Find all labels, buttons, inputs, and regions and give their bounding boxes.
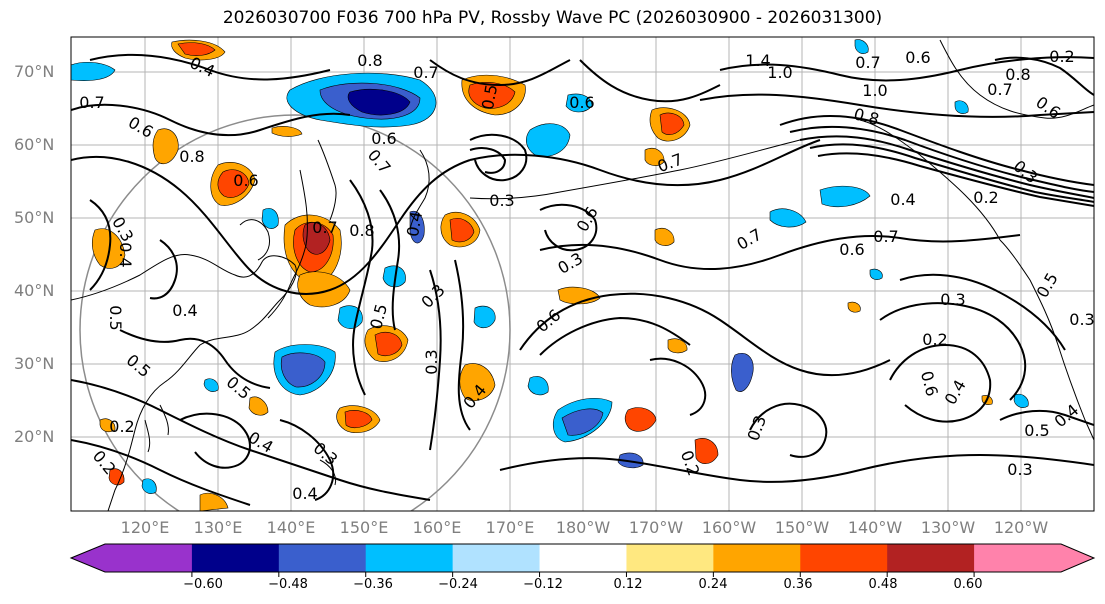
contour-label: 0.6 [839,240,864,259]
contour-label: 0.6 [371,129,396,148]
lat-label: 40°N [14,281,55,300]
colorbar-arrow-left [71,544,105,572]
reference-circle [79,114,511,511]
contour-label: 0.6 [569,93,594,112]
contour-label: 0.8 [349,221,374,240]
contour-label: 1.0 [862,81,887,100]
colorbar-outline [69,543,1096,573]
lon-label: 170°E [485,518,535,537]
colorbar-bin [105,544,193,572]
lon-label: 120°W [993,518,1049,537]
map-plot-area: 0.4 0.8 0.7 0.5 0.6 1.4 1.0 0.7 0.6 0.8 … [71,37,1094,511]
contour-label: 0.7 [987,80,1012,99]
contour-label: 0.2 [973,188,998,207]
lat-label: 20°N [14,427,55,446]
contour-label: 0.4 [403,210,426,238]
colorbar-bin [191,544,280,572]
lon-label: 180°W [555,518,611,537]
contour-label: 0.5 [1024,421,1049,440]
contour-label: 0.3 [1007,460,1032,479]
colorbar-bin [974,544,1062,572]
lon-label: 150°E [339,518,389,537]
contour-label: 0.7 [855,53,880,72]
lon-label: 170°W [628,518,684,537]
colorbar-tick-label: 0.60 [953,577,983,592]
lon-label: 130°E [193,518,243,537]
colorbar-tick-label: −0.36 [353,577,393,592]
colorbar-arrow-right [1061,544,1094,572]
contour-label: 0.6 [905,48,930,67]
colorbar-bin [626,544,714,572]
contour-label: 0.4 [890,190,915,209]
contour-label: 0.8 [1005,65,1030,84]
contour-label: 0.2 [109,417,134,436]
lon-label: 140°E [266,518,316,537]
contour-label: 0.2 [1049,47,1074,66]
colorbar-tick-label: −0.60 [183,577,223,592]
lon-label: 160°E [412,518,462,537]
lat-label: 70°N [14,62,55,81]
lat-label: 30°N [14,354,55,373]
lon-label: 160°W [701,518,757,537]
colorbar-bin [452,544,541,572]
lon-label: 120°E [120,518,170,537]
lat-label: 50°N [14,208,55,227]
colorbar-tick-label: −0.24 [438,577,478,592]
contour-label: 0.4 [172,301,197,320]
colorbar-bin [713,544,801,572]
colorbar-tick-label: −0.48 [268,577,308,592]
contour-label: 0.4 [116,242,135,267]
coastlines [71,39,1094,511]
colorbar-bin [278,544,367,572]
contour-label: 0.5 [478,83,501,111]
contour-label: 0.8 [179,147,204,166]
contour-label: 0.7 [79,93,104,112]
anomaly-fills [71,39,1029,511]
colorbar-bin [887,544,975,572]
contour-label: 1.4 [745,51,770,70]
contour-label: 0.2 [922,330,947,349]
contour-label: 0.5 [106,305,125,330]
contour-label: 0.7 [413,63,438,82]
colorbar [69,543,1096,577]
contour-label: 0.3 [422,349,441,374]
colorbar-bin [539,544,627,572]
pv-contours [71,53,1094,506]
colorbar-tick-label: 0.24 [698,577,728,592]
lon-label: 130°W [920,518,976,537]
contour-label: 0.8 [357,51,382,70]
lat-label: 60°N [14,135,55,154]
map-title: 2026030700 F036 700 hPa PV, Rossby Wave … [222,8,883,28]
lon-label: 140°W [847,518,903,537]
colorbar-tick-label: 0.48 [868,577,898,592]
contour-label: 0.7 [312,218,337,237]
colorbar-tick-label: −0.12 [523,577,563,592]
contour-label: 0.3 [1069,310,1094,329]
colorbar-tick-label: 0.12 [613,577,643,592]
contour-label: 0.7 [873,227,898,246]
contour-label: 0.6 [233,171,258,190]
contour-label: 0.3 [489,191,514,210]
colorbar-bin [365,544,454,572]
lon-label: 150°W [774,518,830,537]
contour-label: 1.0 [767,63,792,82]
contour-label: 0.3 [940,290,965,309]
contour-label: 0.4 [292,484,317,503]
map-frame [70,36,1095,512]
colorbar-bin [800,544,888,572]
colorbar-tick-label: 0.36 [783,577,813,592]
